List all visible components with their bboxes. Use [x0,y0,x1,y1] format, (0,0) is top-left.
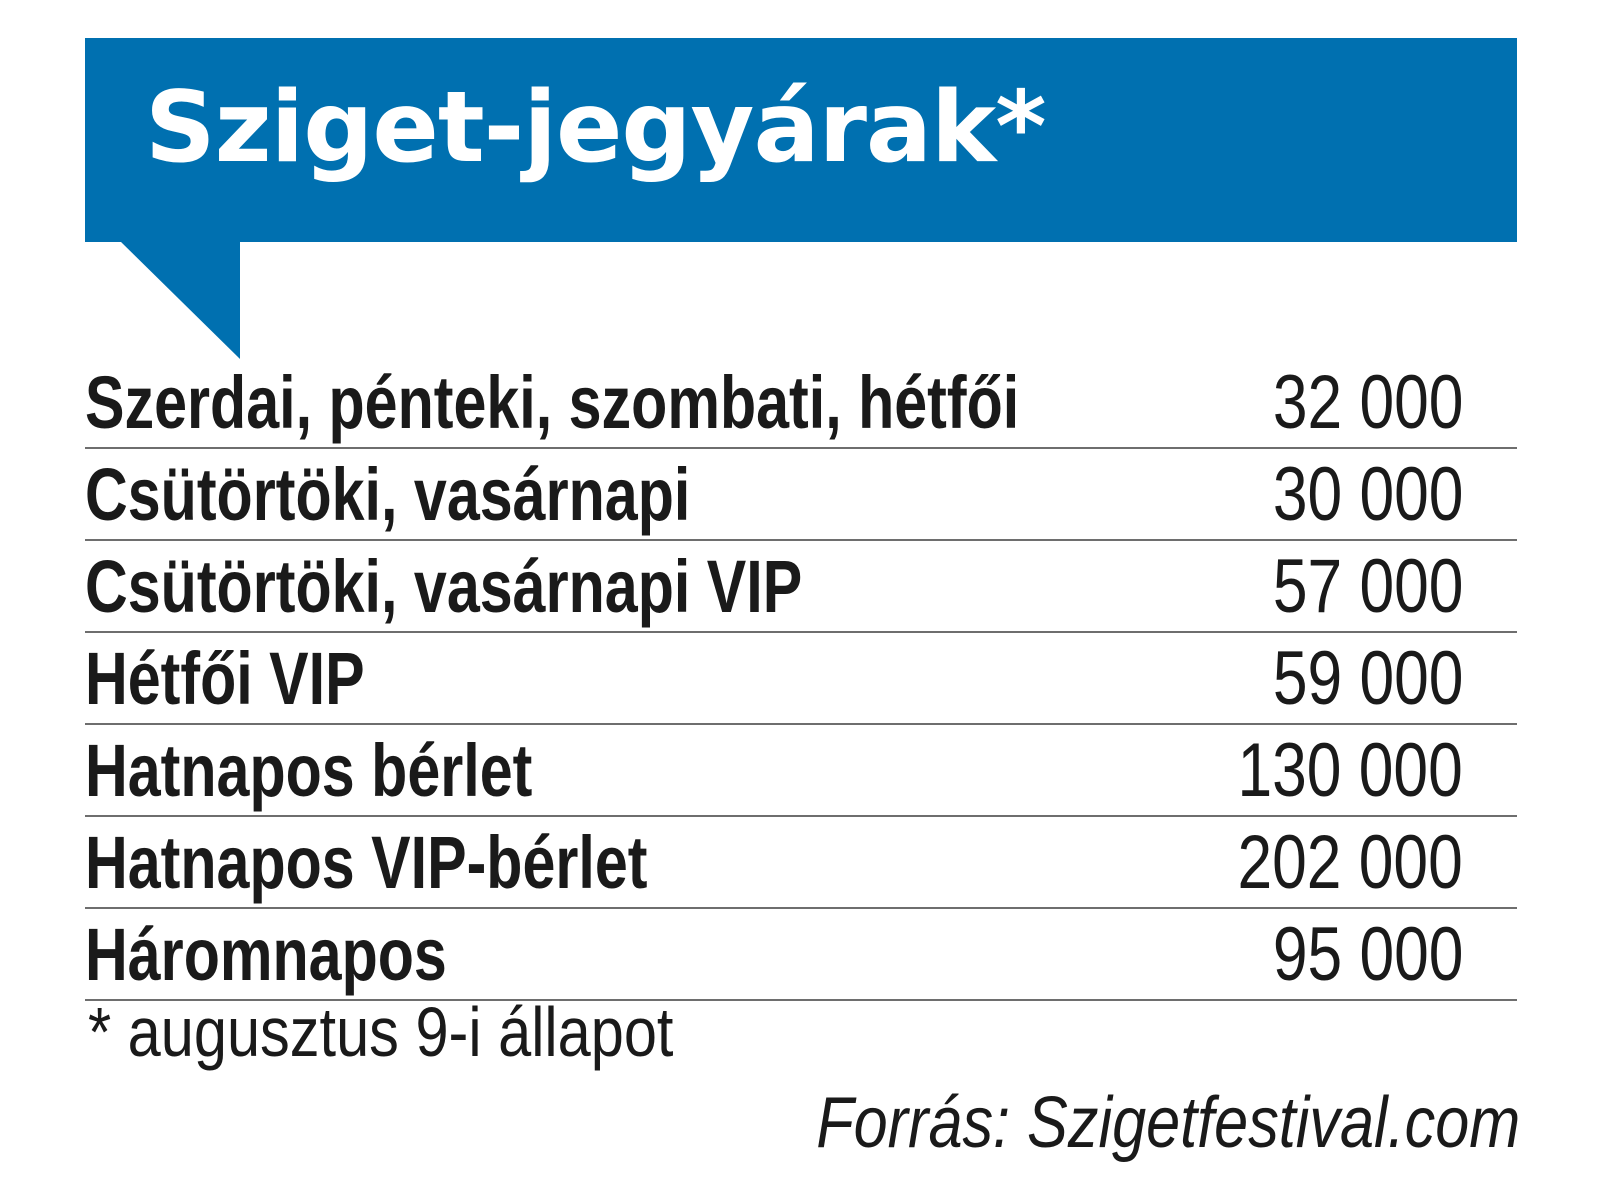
title-banner-pointer [120,241,240,359]
source-credit: Forrás: Szigetfestival.com [815,1083,1520,1163]
table-row: Szerdai, pénteki, szombati, hétfői 32 00… [85,360,1517,449]
ticket-price-value: 130 000 [1237,728,1463,813]
page-title: Sziget-jegyárak* [145,71,1046,185]
ticket-type-label: Csütörtöki, vasárnapi [85,453,691,536]
ticket-type-label: Csütörtöki, vasárnapi VIP [85,545,803,628]
price-table: Szerdai, pénteki, szombati, hétfői 32 00… [85,360,1517,1001]
table-row: Hatnapos VIP-bérlet 202 000 [85,820,1517,909]
ticket-type-label: Háromnapos [85,913,447,996]
title-banner [85,38,1517,242]
ticket-price-value: 57 000 [1272,544,1463,629]
ticket-type-label: Szerdai, pénteki, szombati, hétfői [85,361,1020,444]
ticket-price-value: 95 000 [1272,912,1463,997]
table-row: Háromnapos 95 000 [85,912,1517,1001]
ticket-price-value: 32 000 [1272,360,1463,445]
ticket-type-label: Hétfői VIP [85,637,365,720]
table-row: Csütörtöki, vasárnapi 30 000 [85,452,1517,541]
ticket-price-value: 30 000 [1272,452,1463,537]
table-row: Hatnapos bérlet 130 000 [85,728,1517,817]
table-row: Csütörtöki, vasárnapi VIP 57 000 [85,544,1517,633]
footnote: * augusztus 9-i állapot [88,993,674,1071]
ticket-type-label: Hatnapos VIP-bérlet [85,821,648,904]
table-row: Hétfői VIP 59 000 [85,636,1517,725]
ticket-price-value: 59 000 [1272,636,1463,721]
ticket-price-value: 202 000 [1237,820,1463,905]
ticket-type-label: Hatnapos bérlet [85,729,533,812]
